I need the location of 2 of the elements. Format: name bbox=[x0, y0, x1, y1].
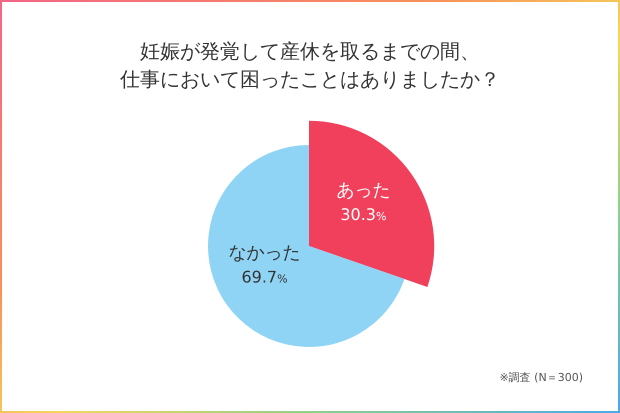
annotation: ※調査 (N＝300) bbox=[499, 371, 583, 384]
title: 妊娠が発覚して産休を取るまでの間、仕事において困ったことはありましたか？ bbox=[120, 39, 500, 91]
